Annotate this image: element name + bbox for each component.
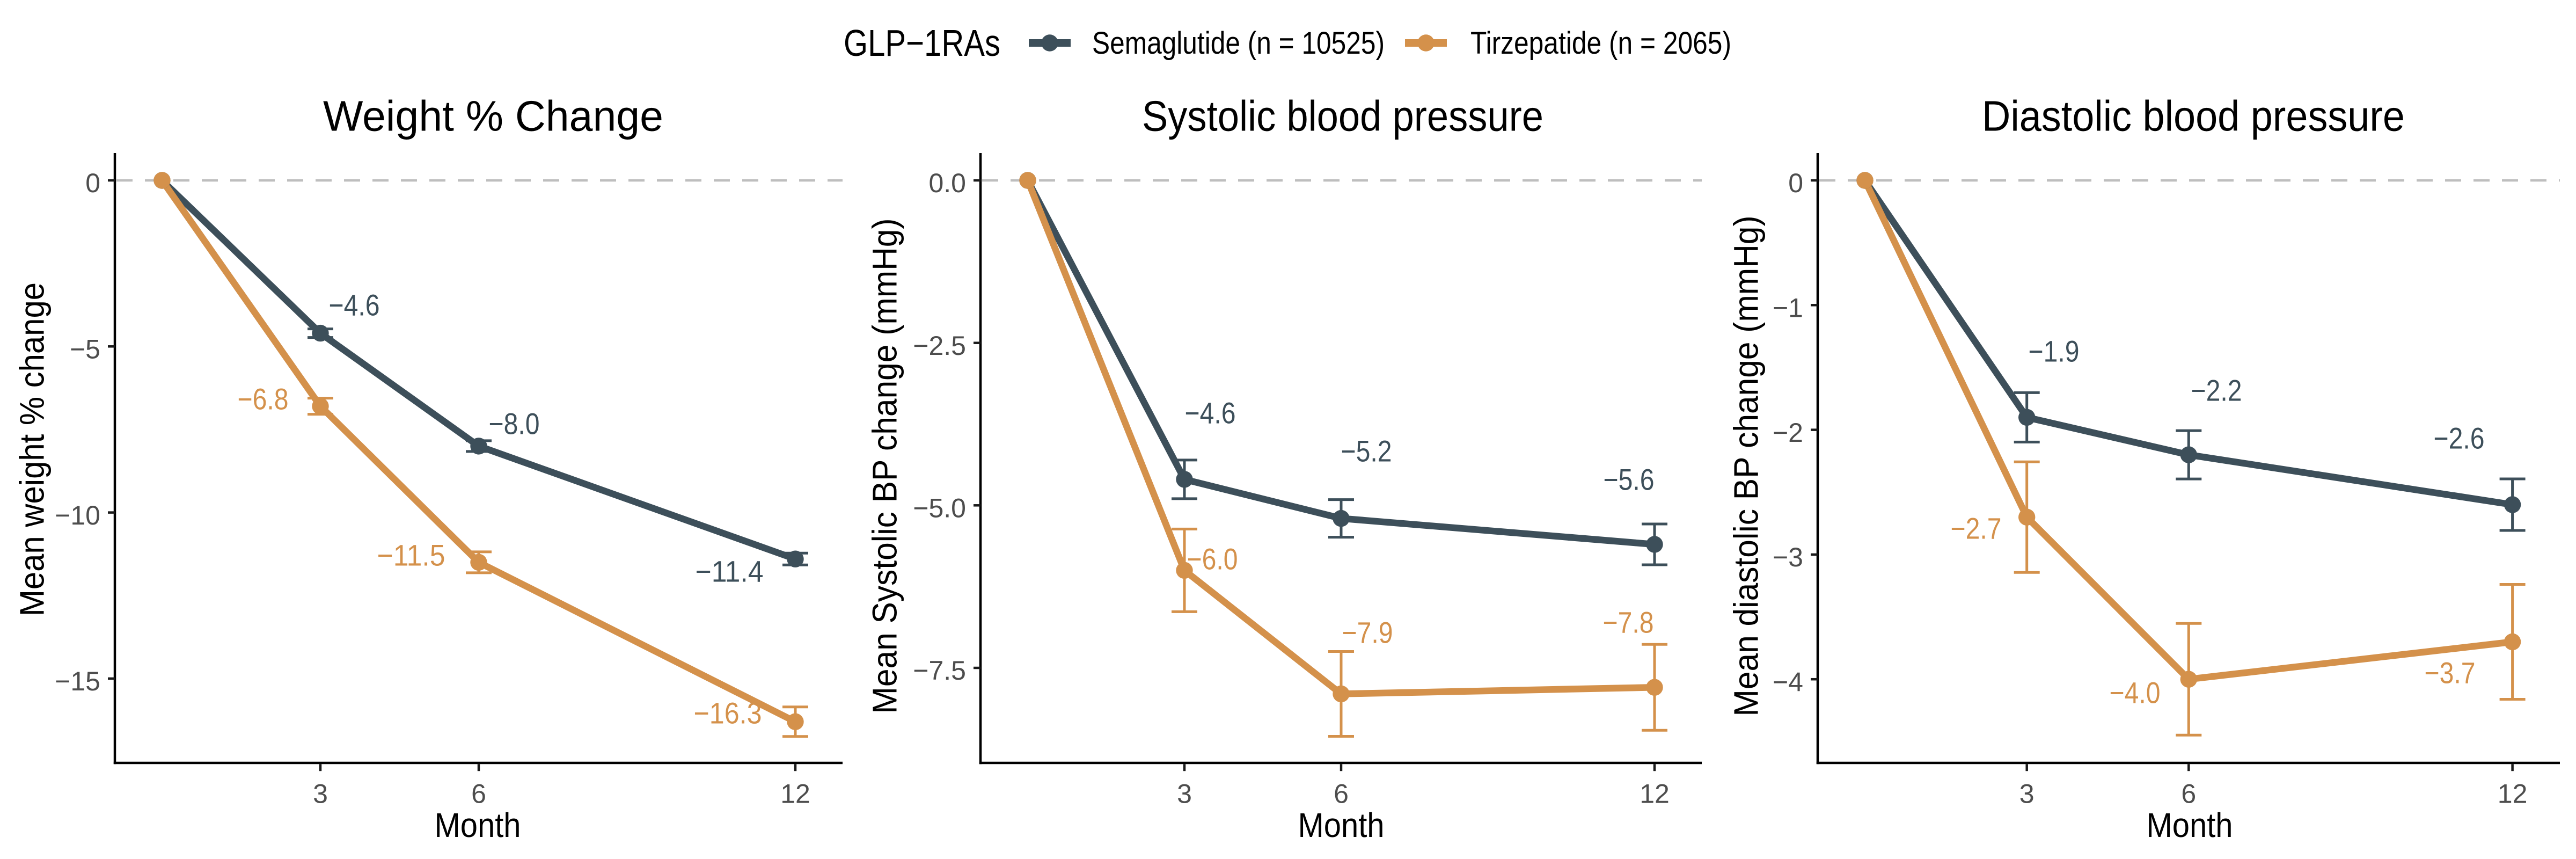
svg-text:−7.5: −7.5 [913,656,966,686]
svg-text:−10: −10 [55,500,100,530]
svg-text:Semaglutide (n = 10525): Semaglutide (n = 10525) [1092,26,1385,61]
svg-text:−7.9: −7.9 [1342,615,1393,649]
svg-text:0.0: 0.0 [928,168,966,198]
svg-text:−2.2: −2.2 [2191,373,2242,407]
svg-text:12: 12 [780,779,810,809]
svg-text:Mean Systolic BP change (mmHg): Mean Systolic BP change (mmHg) [866,219,904,714]
svg-text:−6.8: −6.8 [238,382,289,416]
svg-text:−4.0: −4.0 [2110,675,2161,709]
svg-text:−3.7: −3.7 [2425,656,2476,689]
svg-text:6: 6 [1334,779,1349,809]
svg-text:−11.4: −11.4 [696,554,764,588]
svg-text:GLP−1RAs: GLP−1RAs [844,22,1000,64]
svg-text:−15: −15 [55,666,100,696]
svg-text:−8.0: −8.0 [489,406,540,440]
svg-text:−2.6: −2.6 [2434,421,2485,455]
svg-text:3: 3 [313,779,328,809]
svg-text:−5: −5 [70,334,100,365]
svg-text:−2: −2 [1773,418,1803,448]
svg-text:−5.6: −5.6 [1604,462,1655,496]
svg-text:−5.0: −5.0 [913,493,966,523]
svg-text:−4: −4 [1773,667,1803,697]
svg-text:0: 0 [85,168,100,198]
svg-text:−7.8: −7.8 [1603,605,1654,639]
svg-text:Diastolic blood pressure: Diastolic blood pressure [1982,92,2405,140]
svg-text:−1: −1 [1773,293,1803,323]
svg-text:3: 3 [2019,779,2035,809]
svg-text:−1.9: −1.9 [2029,334,2080,368]
svg-text:6: 6 [2181,779,2196,809]
svg-text:Month: Month [2147,806,2233,845]
svg-text:−2.5: −2.5 [913,331,966,361]
svg-text:Systolic blood pressure: Systolic blood pressure [1142,92,1543,140]
svg-text:12: 12 [2498,779,2528,809]
svg-text:−5.2: −5.2 [1341,434,1392,468]
svg-text:0: 0 [1788,168,1803,198]
svg-text:−16.3: −16.3 [694,696,762,730]
svg-text:−3: −3 [1773,542,1803,572]
svg-text:12: 12 [1640,779,1670,809]
svg-text:−4.6: −4.6 [329,288,380,322]
svg-text:−2.7: −2.7 [1951,511,2002,545]
svg-text:Mean diastolic BP change (mmHg: Mean diastolic BP change (mmHg) [1727,216,1766,717]
svg-text:3: 3 [1177,779,1192,809]
svg-text:−6.0: −6.0 [1187,542,1238,576]
svg-text:Weight % Change: Weight % Change [323,92,663,140]
svg-text:Month: Month [435,806,521,845]
svg-text:Tirzepatide (n = 2065): Tirzepatide (n = 2065) [1470,26,1731,61]
svg-text:Mean weight % change: Mean weight % change [13,282,52,616]
svg-text:−4.6: −4.6 [1185,396,1236,430]
svg-text:−11.5: −11.5 [377,538,445,572]
svg-text:6: 6 [471,779,486,809]
svg-text:Month: Month [1298,806,1385,845]
